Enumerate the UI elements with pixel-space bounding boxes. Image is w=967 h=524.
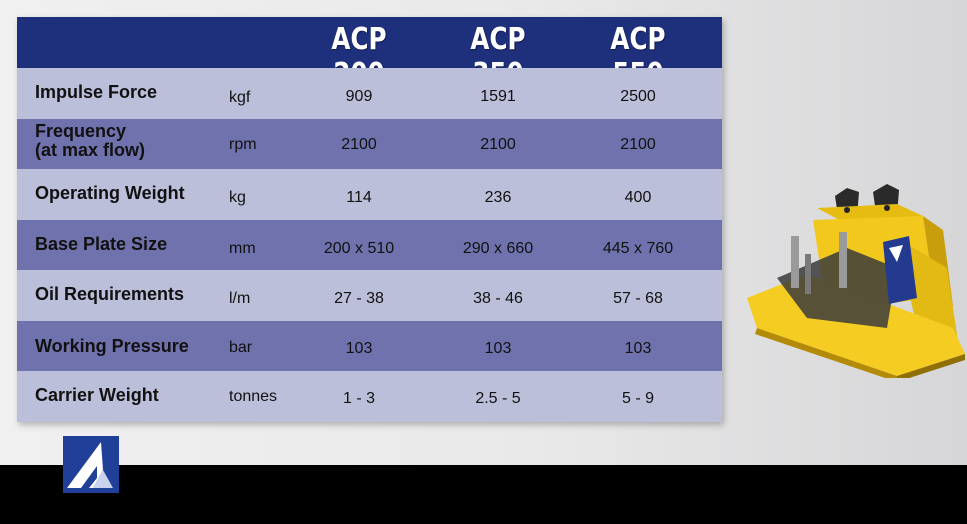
param-label-line-1: Frequency [35,120,127,141]
row-base-plate-size: Base Plate Size mm 200 x 510 290 x 660 4… [17,219,722,270]
value-acp-350: 1591 [480,88,516,105]
value-acp-550: 5 - 9 [621,390,654,407]
row-oil-requirements: Oil Requirements l/m 27 - 38 38 - 46 57 … [17,270,722,321]
row-working-pressure: Working Pressure bar 103 103 103 [17,320,722,371]
value-acp-550: 103 [624,339,652,357]
value-acp-550: 400 [624,189,652,206]
value-acp-200: 200 x 510 [323,239,395,257]
unit-label: rpm [229,135,257,153]
value-acp-350: 2.5 - 5 [475,390,521,407]
unit-label: tonnes [229,388,278,405]
param-label: Frequency (at max flow) [35,120,146,160]
footer-bar [0,465,967,524]
table-header: ACP 200 ACP 350 ACP 550 [17,17,722,92]
value-acp-550: 2500 [620,88,656,105]
value-acp-550: 57 - 68 [613,290,663,307]
row-carrier-weight: Carrier Weight tonnes 1 - 3 2.5 - 5 5 - … [17,371,722,422]
value-acp-550: 445 x 760 [602,239,674,257]
value-acp-350: 103 [484,339,512,357]
plate-compactor-image [747,184,965,378]
value-acp-200: 909 [345,88,373,105]
brand-logo-icon [63,436,119,493]
value-acp-200: 114 [346,189,372,206]
param-label: Working Pressure [35,335,189,356]
unit-label: bar [229,338,253,356]
param-label: Base Plate Size [35,233,168,254]
param-label: Impulse Force [35,82,158,102]
value-acp-200: 103 [345,339,373,357]
unit-label: l/m [229,290,251,307]
value-acp-350: 38 - 46 [473,290,523,307]
value-acp-200: 27 - 38 [334,290,384,307]
row-operating-weight: Operating Weight kg 114 236 400 [17,169,722,220]
param-label: Oil Requirements [35,284,185,304]
spec-table: ACP 200 ACP 350 ACP 550 Impulse Force kg… [17,17,722,422]
unit-label: mm [229,239,256,257]
row-frequency: Frequency (at max flow) rpm 2100 2100 21… [17,118,722,169]
row-impulse-force: Impulse Force kgf 909 1591 2500 [17,68,722,119]
param-label: Operating Weight [35,183,185,203]
value-acp-350: 236 [484,189,512,206]
unit-label: kgf [229,89,251,106]
value-acp-200: 2100 [341,135,377,153]
value-acp-350: 290 x 660 [462,239,534,257]
value-acp-350: 2100 [480,135,516,153]
value-acp-200: 1 - 3 [342,390,375,407]
param-label-line-2: (at max flow) [35,139,146,160]
param-label: Carrier Weight [35,385,159,405]
unit-label: kg [229,189,246,206]
value-acp-550: 2100 [620,135,656,153]
